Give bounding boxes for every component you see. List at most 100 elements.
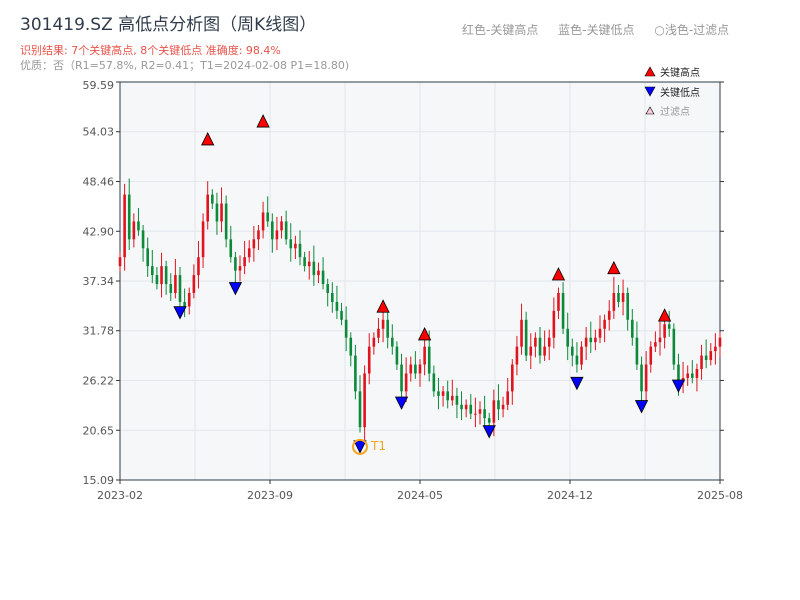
- candle-body: [151, 266, 154, 276]
- candle-body: [261, 212, 265, 231]
- candle: [552, 297, 556, 349]
- candle: [700, 344, 703, 380]
- key-low-marker: [394, 396, 409, 410]
- candle-body: [427, 346, 431, 374]
- candle-body: [206, 194, 209, 222]
- candle: [271, 213, 274, 253]
- candle: [206, 181, 209, 230]
- candle-body: [363, 373, 366, 428]
- candle: [358, 375, 362, 433]
- candle-body: [432, 373, 436, 392]
- candle: [335, 285, 339, 319]
- candle-body: [312, 261, 316, 276]
- candle: [506, 377, 509, 411]
- key-high-marker: [417, 327, 432, 341]
- y-tick-label: 20.65: [83, 424, 115, 437]
- candle-body: [275, 230, 279, 240]
- candle-body: [686, 373, 689, 378]
- candle: [515, 335, 519, 376]
- legend-filtered-label: 过滤点: [660, 105, 690, 118]
- candle-body: [271, 221, 274, 240]
- candle-body: [298, 243, 302, 258]
- candle: [501, 396, 505, 418]
- candle-body: [289, 239, 293, 249]
- candle: [441, 386, 445, 407]
- candle-body: [644, 364, 648, 392]
- candle-body: [552, 310, 556, 338]
- candle: [603, 314, 606, 343]
- candle-body: [118, 257, 122, 267]
- candle: [400, 353, 403, 405]
- candle: [377, 318, 380, 344]
- candle-body: [381, 319, 385, 329]
- candle-body: [511, 364, 514, 392]
- legend-high-icon: [644, 66, 656, 77]
- candle: [404, 357, 408, 403]
- candle-body: [571, 346, 574, 356]
- candle-body: [598, 328, 602, 338]
- candle-body: [607, 310, 611, 320]
- candle-body: [187, 292, 191, 307]
- candle: [575, 342, 579, 373]
- candle: [141, 225, 145, 262]
- x-tick-label: 2024-12: [547, 489, 593, 502]
- candle: [571, 338, 574, 367]
- candle-body: [354, 355, 357, 392]
- candle: [524, 311, 528, 361]
- candle: [686, 365, 689, 387]
- candle-body: [561, 292, 565, 329]
- candle: [617, 284, 620, 308]
- y-tick-label: 26.22: [83, 374, 115, 387]
- candle: [146, 237, 149, 277]
- candle-body: [460, 404, 463, 410]
- candle: [709, 343, 713, 366]
- candle-body: [709, 351, 713, 361]
- candle-body: [497, 400, 500, 410]
- candle: [183, 288, 186, 318]
- key-high-marker: [376, 299, 390, 313]
- candle-body: [649, 346, 653, 365]
- candle: [224, 195, 228, 248]
- legend-blue-text: 蓝色-关键低点: [558, 23, 635, 37]
- candle: [691, 360, 694, 384]
- candle: [474, 397, 477, 428]
- candle: [118, 251, 122, 272]
- candle: [580, 341, 583, 370]
- candle: [464, 399, 468, 418]
- candle-body: [303, 257, 306, 267]
- candle: [354, 344, 357, 400]
- legend-filtered-icon: [645, 106, 655, 115]
- x-tick-label: 2023-02: [97, 489, 143, 502]
- candle: [432, 365, 436, 397]
- t1-circle: [352, 438, 368, 455]
- candle: [132, 213, 136, 248]
- candle-body: [284, 221, 288, 240]
- candle-body: [654, 342, 657, 347]
- candle-body: [197, 257, 200, 276]
- candle-body: [127, 194, 131, 240]
- candle: [312, 245, 316, 286]
- candle-body: [201, 221, 205, 258]
- candle: [543, 330, 546, 361]
- candle-body: [506, 391, 509, 405]
- key-high-marker: [256, 114, 270, 128]
- candle-body: [543, 346, 546, 356]
- candle-body: [718, 337, 722, 347]
- candle: [451, 379, 454, 406]
- candle-body: [280, 221, 283, 231]
- candle: [395, 341, 399, 370]
- candle: [640, 356, 643, 405]
- key-low-marker: [570, 376, 584, 391]
- candle: [529, 333, 533, 370]
- candle: [589, 321, 593, 353]
- candle-body: [695, 369, 699, 378]
- legend-low-icon: [644, 86, 656, 97]
- key-low-marker: [228, 282, 243, 296]
- candle-body: [455, 395, 459, 405]
- candle-body: [691, 373, 694, 378]
- candle: [386, 311, 389, 349]
- quality-info: 优质：否（R1=57.8%, R2=0.41；T1=2024-02-08 P1=…: [20, 59, 350, 72]
- candle-body: [594, 337, 597, 343]
